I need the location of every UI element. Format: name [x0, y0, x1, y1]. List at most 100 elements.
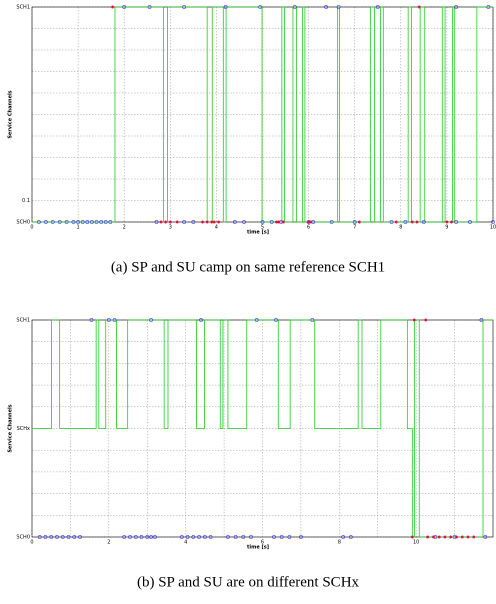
marker — [99, 220, 104, 224]
marker — [254, 318, 259, 322]
marker — [449, 220, 454, 224]
marker — [108, 220, 113, 224]
marker — [287, 535, 292, 539]
marker — [223, 5, 228, 9]
marker — [281, 220, 285, 224]
marker — [274, 220, 278, 224]
marker — [185, 535, 190, 539]
marker — [50, 220, 55, 224]
caption: (a) SP and SU camp on same reference SCH… — [111, 259, 385, 275]
marker — [64, 220, 69, 224]
marker — [149, 318, 153, 322]
marker — [491, 220, 495, 224]
marker — [233, 535, 238, 539]
x-tick-label: 1 — [77, 225, 80, 231]
marker — [260, 220, 265, 224]
marker — [389, 220, 394, 224]
marker — [37, 535, 42, 539]
marker — [94, 220, 99, 224]
y-tick-label: SCHx — [17, 426, 30, 432]
marker — [122, 5, 127, 9]
marker — [208, 535, 213, 539]
marker — [66, 535, 71, 539]
marker — [72, 535, 77, 539]
marker — [197, 535, 202, 539]
marker — [133, 535, 138, 539]
x-tick-label: 2 — [107, 540, 110, 546]
marker — [454, 5, 459, 9]
marker — [341, 535, 346, 539]
marker — [78, 535, 82, 539]
marker — [139, 535, 144, 539]
marker — [410, 220, 414, 224]
y-tick-label: 0.1 — [22, 198, 30, 204]
marker — [445, 220, 449, 224]
marker — [202, 535, 207, 539]
marker — [415, 220, 419, 224]
marker — [460, 535, 464, 539]
marker — [307, 220, 311, 224]
y-axis-label: Service Channels — [8, 404, 14, 452]
marker — [43, 535, 48, 539]
marker — [85, 220, 90, 224]
marker — [324, 5, 329, 9]
marker — [336, 5, 341, 9]
marker — [76, 220, 81, 224]
marker — [55, 535, 59, 539]
x-tick-label: 10 — [413, 540, 419, 546]
step-line — [32, 319, 493, 538]
marker — [210, 220, 214, 224]
marker — [43, 220, 48, 224]
x-tick-label: 4 — [184, 540, 187, 546]
marker — [153, 535, 157, 539]
marker — [375, 5, 380, 9]
marker — [410, 535, 414, 539]
marker — [149, 535, 153, 539]
marker — [103, 220, 108, 224]
marker — [182, 5, 187, 9]
marker — [310, 318, 315, 322]
marker — [299, 535, 303, 539]
marker — [232, 220, 237, 224]
marker — [179, 535, 184, 539]
marker — [241, 535, 246, 539]
marker — [269, 220, 274, 224]
caption: (b) SP and SU are on different SCHx — [137, 574, 360, 590]
marker — [159, 220, 163, 224]
x-tick-label: 8 — [399, 225, 402, 231]
y-axis-label: Service Channels — [8, 90, 14, 138]
marker — [112, 318, 117, 322]
marker — [394, 220, 398, 224]
marker — [111, 5, 115, 9]
marker — [145, 535, 150, 539]
marker — [249, 535, 253, 539]
marker — [89, 318, 94, 322]
marker — [122, 535, 127, 539]
marker — [292, 5, 297, 9]
marker — [309, 220, 313, 224]
marker — [352, 220, 357, 224]
x-tick-label: 4 — [215, 225, 218, 231]
marker — [71, 220, 76, 224]
x-tick-label: 3 — [169, 225, 172, 231]
marker — [412, 318, 416, 322]
marker — [128, 535, 132, 539]
marker — [483, 535, 488, 539]
marker — [57, 220, 62, 224]
y-tick-label: SCH1 — [16, 318, 30, 324]
marker — [472, 535, 476, 539]
x-tick-label: 7 — [353, 225, 356, 231]
marker — [147, 5, 152, 9]
x-tick-label: 6 — [307, 225, 310, 231]
marker — [454, 535, 459, 539]
marker — [454, 220, 459, 224]
marker — [329, 220, 334, 224]
y-tick-label: SCH0 — [16, 535, 30, 541]
x-tick-label: 6 — [261, 540, 264, 546]
marker — [277, 220, 281, 224]
marker — [182, 220, 187, 224]
marker — [431, 535, 436, 539]
marker — [426, 535, 430, 539]
